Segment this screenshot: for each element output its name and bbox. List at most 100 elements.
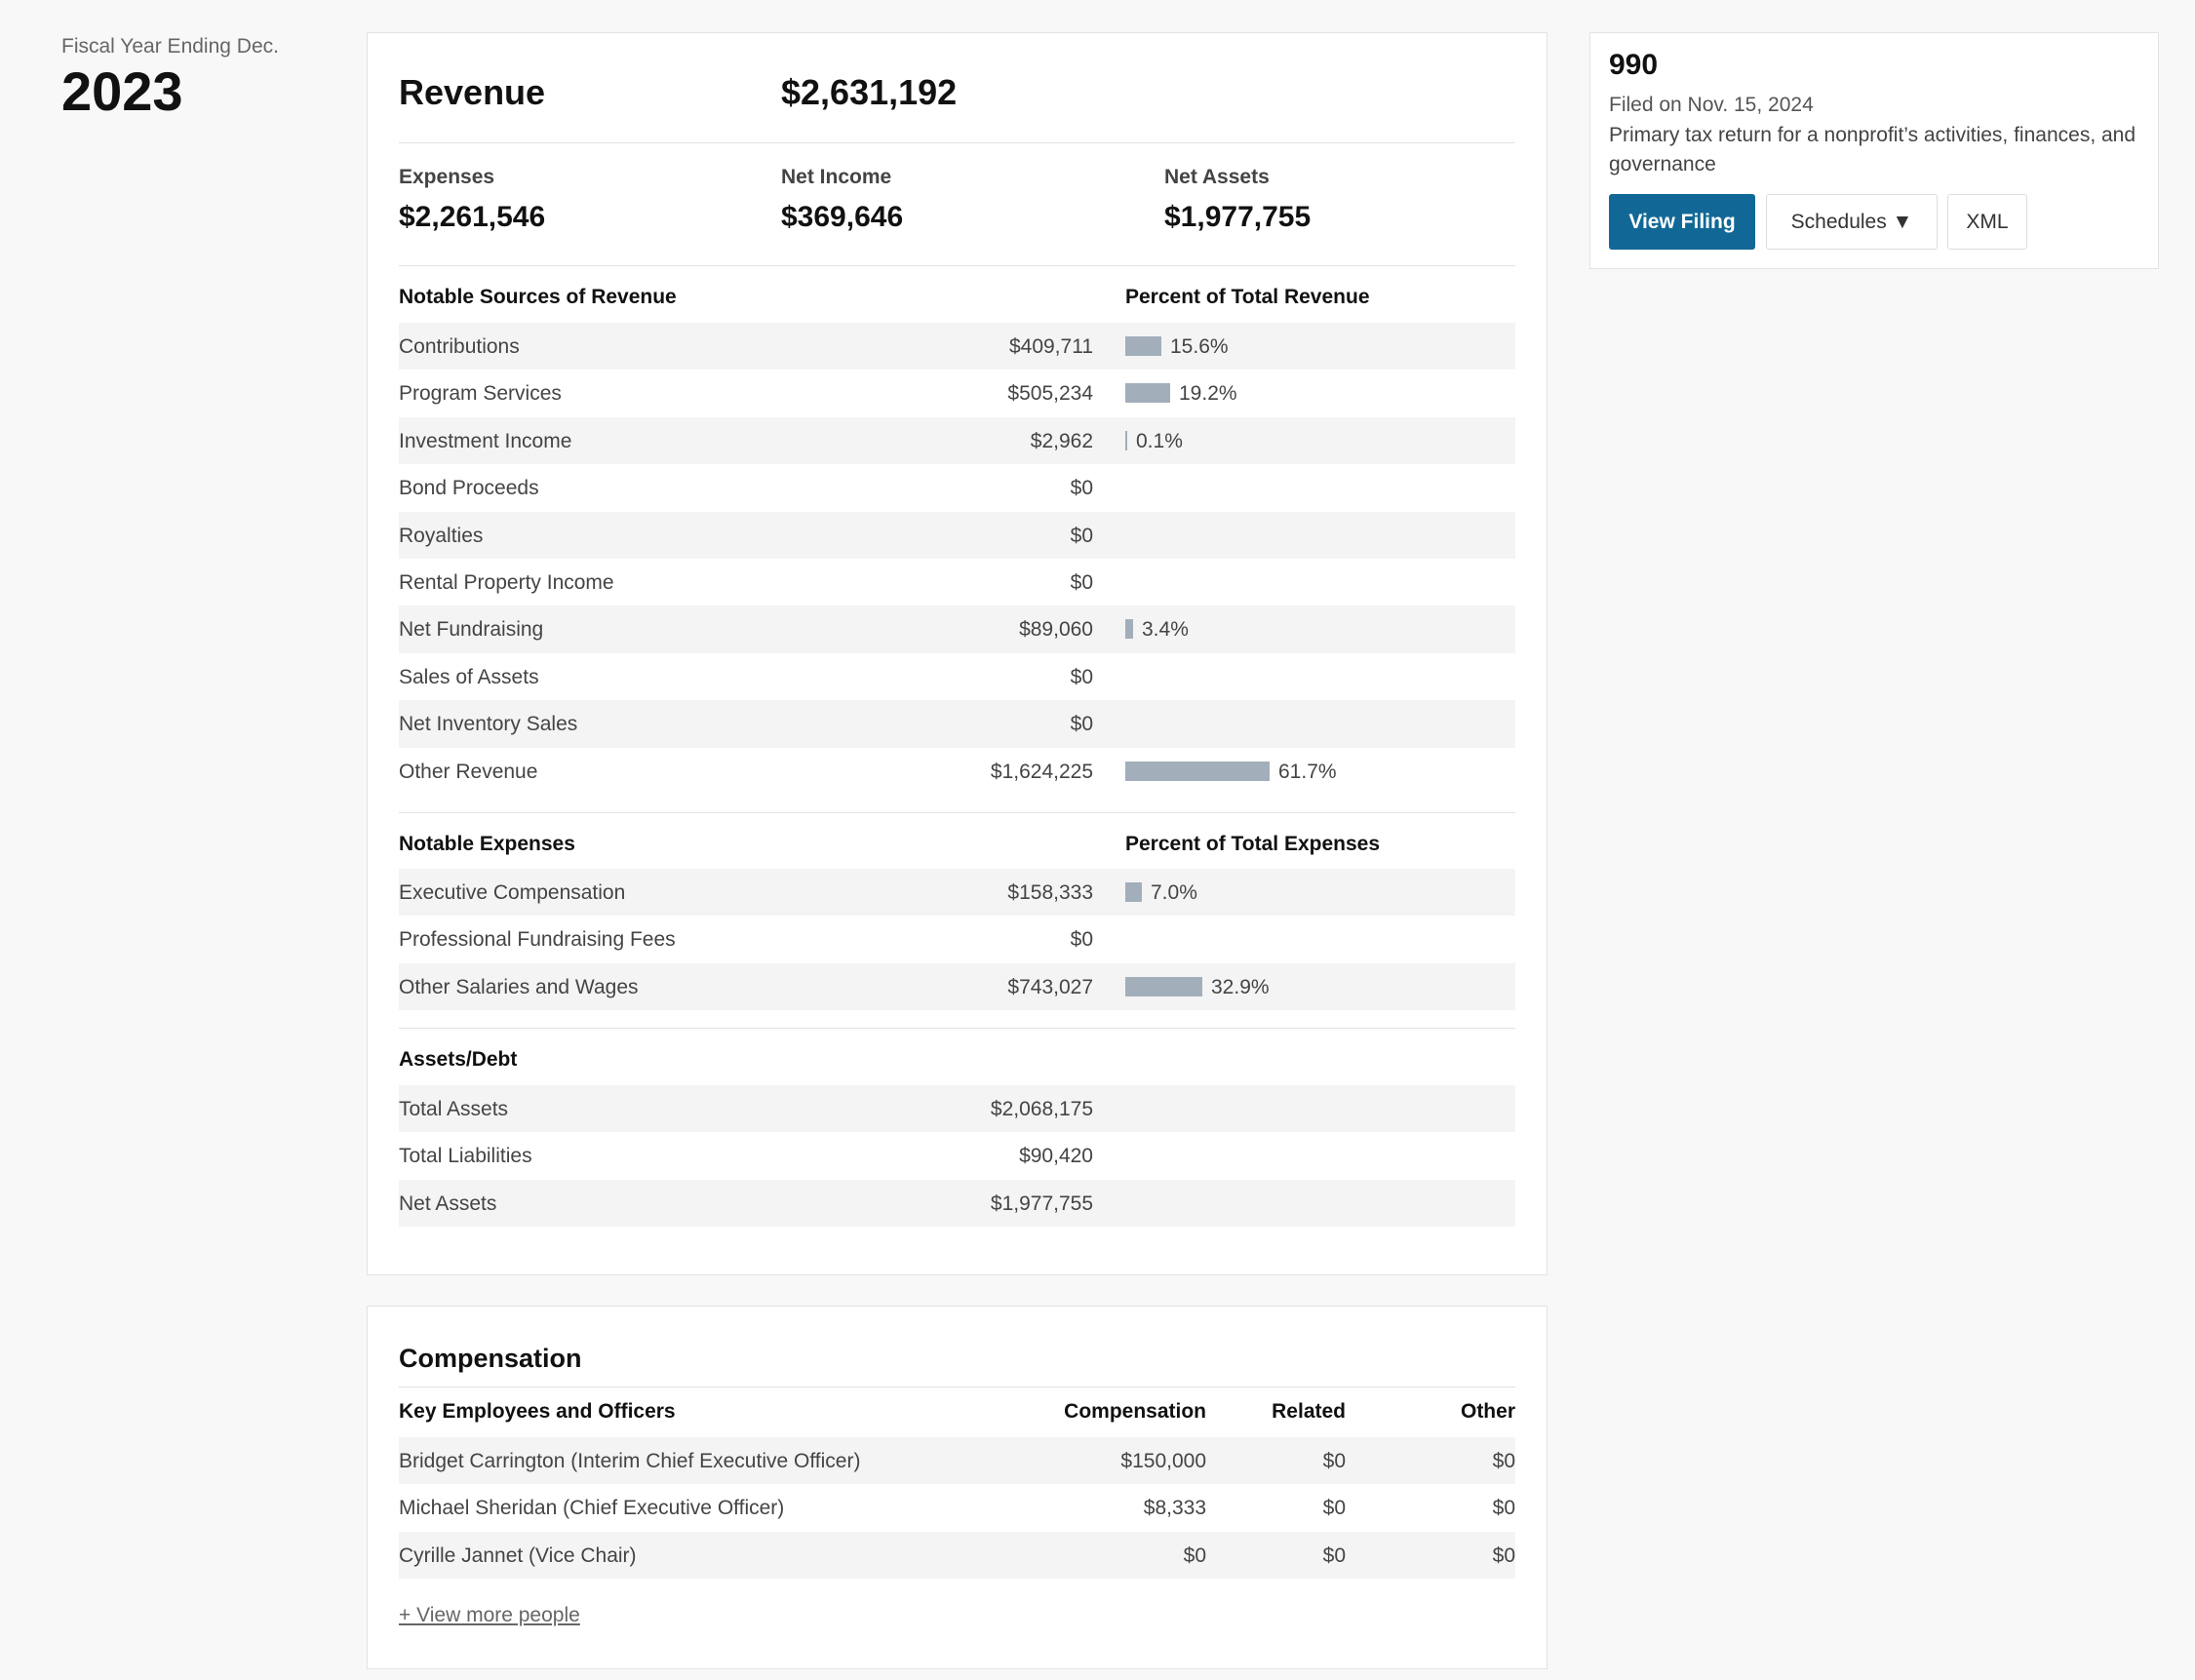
assets-table: Total Assets $2,068,175 Total Liabilities $… — [399, 1085, 1515, 1228]
col-header-other: Other — [1460, 1400, 1515, 1423]
row-label: Total Liabilities — [399, 1145, 532, 1168]
expenses-table: Executive Compensation $158,333 7.0% Profes… — [399, 869, 1515, 1011]
revenue-label: Revenue — [399, 72, 546, 112]
summary-stats: Expenses $2,261,546 Net Income $369,646 … — [399, 166, 1515, 244]
expenses-percent-title: Percent of Total Expenses — [1125, 833, 1381, 855]
row-label: Other Salaries and Wages — [399, 975, 639, 998]
net-assets-value: $1,977,755 — [1164, 201, 1312, 233]
divider — [399, 812, 1515, 813]
row-amount: $0 — [1070, 477, 1093, 500]
other-value: $0 — [1492, 1450, 1515, 1472]
net-income-stat: Net Income $369,646 — [781, 166, 903, 234]
table-row: Sales of Assets $0 — [399, 653, 1515, 700]
financial-summary-card: Revenue $2,631,192 Expenses $2,261,546 N… — [367, 32, 1548, 1275]
row-amount: $2,068,175 — [990, 1098, 1093, 1120]
schedules-dropdown-button[interactable]: Schedules ▼ — [1766, 194, 1938, 250]
row-amount: $0 — [1070, 570, 1093, 594]
table-row: Professional Fundraising Fees $0 — [399, 916, 1515, 962]
filing-card: 990 Filed on Nov. 15, 2024 Primary tax r… — [1589, 32, 2159, 269]
xml-button[interactable]: XML — [1947, 194, 2027, 250]
expenses-label: Expenses — [399, 166, 495, 188]
row-amount: $2,962 — [1030, 429, 1093, 452]
row-amount: $0 — [1070, 928, 1093, 952]
row-label: Sales of Assets — [399, 665, 539, 688]
net-income-label: Net Income — [781, 166, 892, 188]
table-row: Royalties $0 — [399, 511, 1515, 559]
col-header-related: Related — [1272, 1400, 1346, 1423]
revenue-header: Revenue $2,631,192 — [399, 72, 1515, 136]
table-row: Michael Sheridan (Chief Executive Office… — [399, 1484, 1515, 1531]
person-name: Bridget Carrington (Interim Chief Execut… — [399, 1450, 861, 1472]
divider — [399, 142, 1515, 143]
row-amount: $0 — [1070, 713, 1093, 736]
table-row: Cyrille Jannet (Vice Chair) $0 $0 $0 — [399, 1531, 1515, 1579]
compensation-value: $0 — [1183, 1543, 1206, 1567]
person-name: Michael Sheridan (Chief Executive Office… — [399, 1497, 785, 1520]
row-label: Rental Property Income — [399, 570, 614, 594]
table-row: Net Assets $1,977,755 — [399, 1179, 1515, 1228]
revenue-sources-header: Notable Sources of Revenue Percent of To… — [399, 286, 1515, 313]
percent-label: 3.4% — [1142, 618, 1189, 642]
other-value: $0 — [1492, 1497, 1515, 1520]
row-amount: $158,333 — [1007, 881, 1093, 904]
expenses-title: Notable Expenses — [399, 833, 575, 855]
other-value: $0 — [1492, 1543, 1515, 1567]
col-header-name: Key Employees and Officers — [399, 1400, 676, 1423]
table-row: Program Services $505,234 19.2% — [399, 370, 1515, 416]
compensation-table: Bridget Carrington (Interim Chief Execut… — [399, 1437, 1515, 1579]
table-row: Total Assets $2,068,175 — [399, 1085, 1515, 1133]
row-label: Program Services — [399, 382, 562, 406]
view-filing-button[interactable]: View Filing — [1609, 194, 1755, 250]
percent-label: 32.9% — [1211, 975, 1270, 998]
revenue-sources-title: Notable Sources of Revenue — [399, 286, 677, 308]
revenue-sources-table: Contributions $409,711 15.6% Program Servic… — [399, 323, 1515, 795]
compensation-table-header: Key Employees and Officers Compensation … — [399, 1400, 1515, 1429]
row-amount: $1,624,225 — [990, 760, 1093, 783]
divider — [399, 265, 1515, 266]
table-row: Rental Property Income $0 — [399, 559, 1515, 606]
filed-date: Filed on Nov. 15, 2024 — [1609, 94, 1814, 116]
row-label: Total Assets — [399, 1098, 509, 1120]
revenue-value: $2,631,192 — [781, 72, 958, 112]
percent-label: 15.6% — [1170, 335, 1229, 358]
view-more-people-link[interactable]: + View more people — [399, 1604, 580, 1626]
fiscal-year: 2023 — [61, 60, 183, 122]
compensation-value: $150,000 — [1120, 1450, 1206, 1472]
row-label: Net Assets — [399, 1192, 497, 1215]
related-value: $0 — [1322, 1497, 1346, 1520]
related-value: $0 — [1322, 1450, 1346, 1472]
fiscal-year-block: Fiscal Year Ending Dec. 2023 — [61, 35, 279, 119]
fiscal-year-label: Fiscal Year Ending Dec. — [61, 35, 279, 58]
col-header-compensation: Compensation — [1064, 1400, 1206, 1423]
percent-bar — [1125, 336, 1161, 356]
table-row: Bridget Carrington (Interim Chief Execut… — [399, 1437, 1515, 1485]
row-amount: $90,420 — [1019, 1145, 1093, 1168]
filing-description: Primary tax return for a nonprofit’s act… — [1609, 124, 2136, 176]
net-income-value: $369,646 — [781, 201, 904, 233]
percent-bar — [1125, 619, 1133, 640]
table-row: Other Salaries and Wages $743,027 32.9% — [399, 962, 1515, 1011]
percent-label: 7.0% — [1151, 881, 1197, 904]
form-number: 990 — [1609, 49, 1659, 81]
compensation-value: $8,333 — [1143, 1497, 1206, 1520]
row-label: Net Fundraising — [399, 618, 544, 642]
assets-header: Assets/Debt — [399, 1048, 1515, 1075]
row-label: Professional Fundraising Fees — [399, 928, 676, 952]
row-label: Royalties — [399, 524, 484, 547]
row-amount: $0 — [1070, 665, 1093, 688]
compensation-card: Compensation Key Employees and Officers … — [367, 1306, 1548, 1669]
percent-label: 61.7% — [1278, 760, 1337, 783]
table-row: Total Liabilities $90,420 — [399, 1132, 1515, 1179]
row-label: Investment Income — [399, 429, 572, 452]
row-label: Net Inventory Sales — [399, 713, 578, 736]
percent-bar — [1125, 430, 1127, 450]
percent-bar — [1125, 383, 1170, 404]
row-label: Contributions — [399, 335, 520, 358]
row-amount: $89,060 — [1019, 618, 1093, 642]
table-row: Bond Proceeds $0 — [399, 464, 1515, 511]
row-amount: $0 — [1070, 524, 1093, 547]
related-value: $0 — [1322, 1543, 1346, 1567]
row-label: Other Revenue — [399, 760, 538, 783]
compensation-title: Compensation — [399, 1344, 582, 1373]
percent-bar — [1125, 761, 1270, 781]
